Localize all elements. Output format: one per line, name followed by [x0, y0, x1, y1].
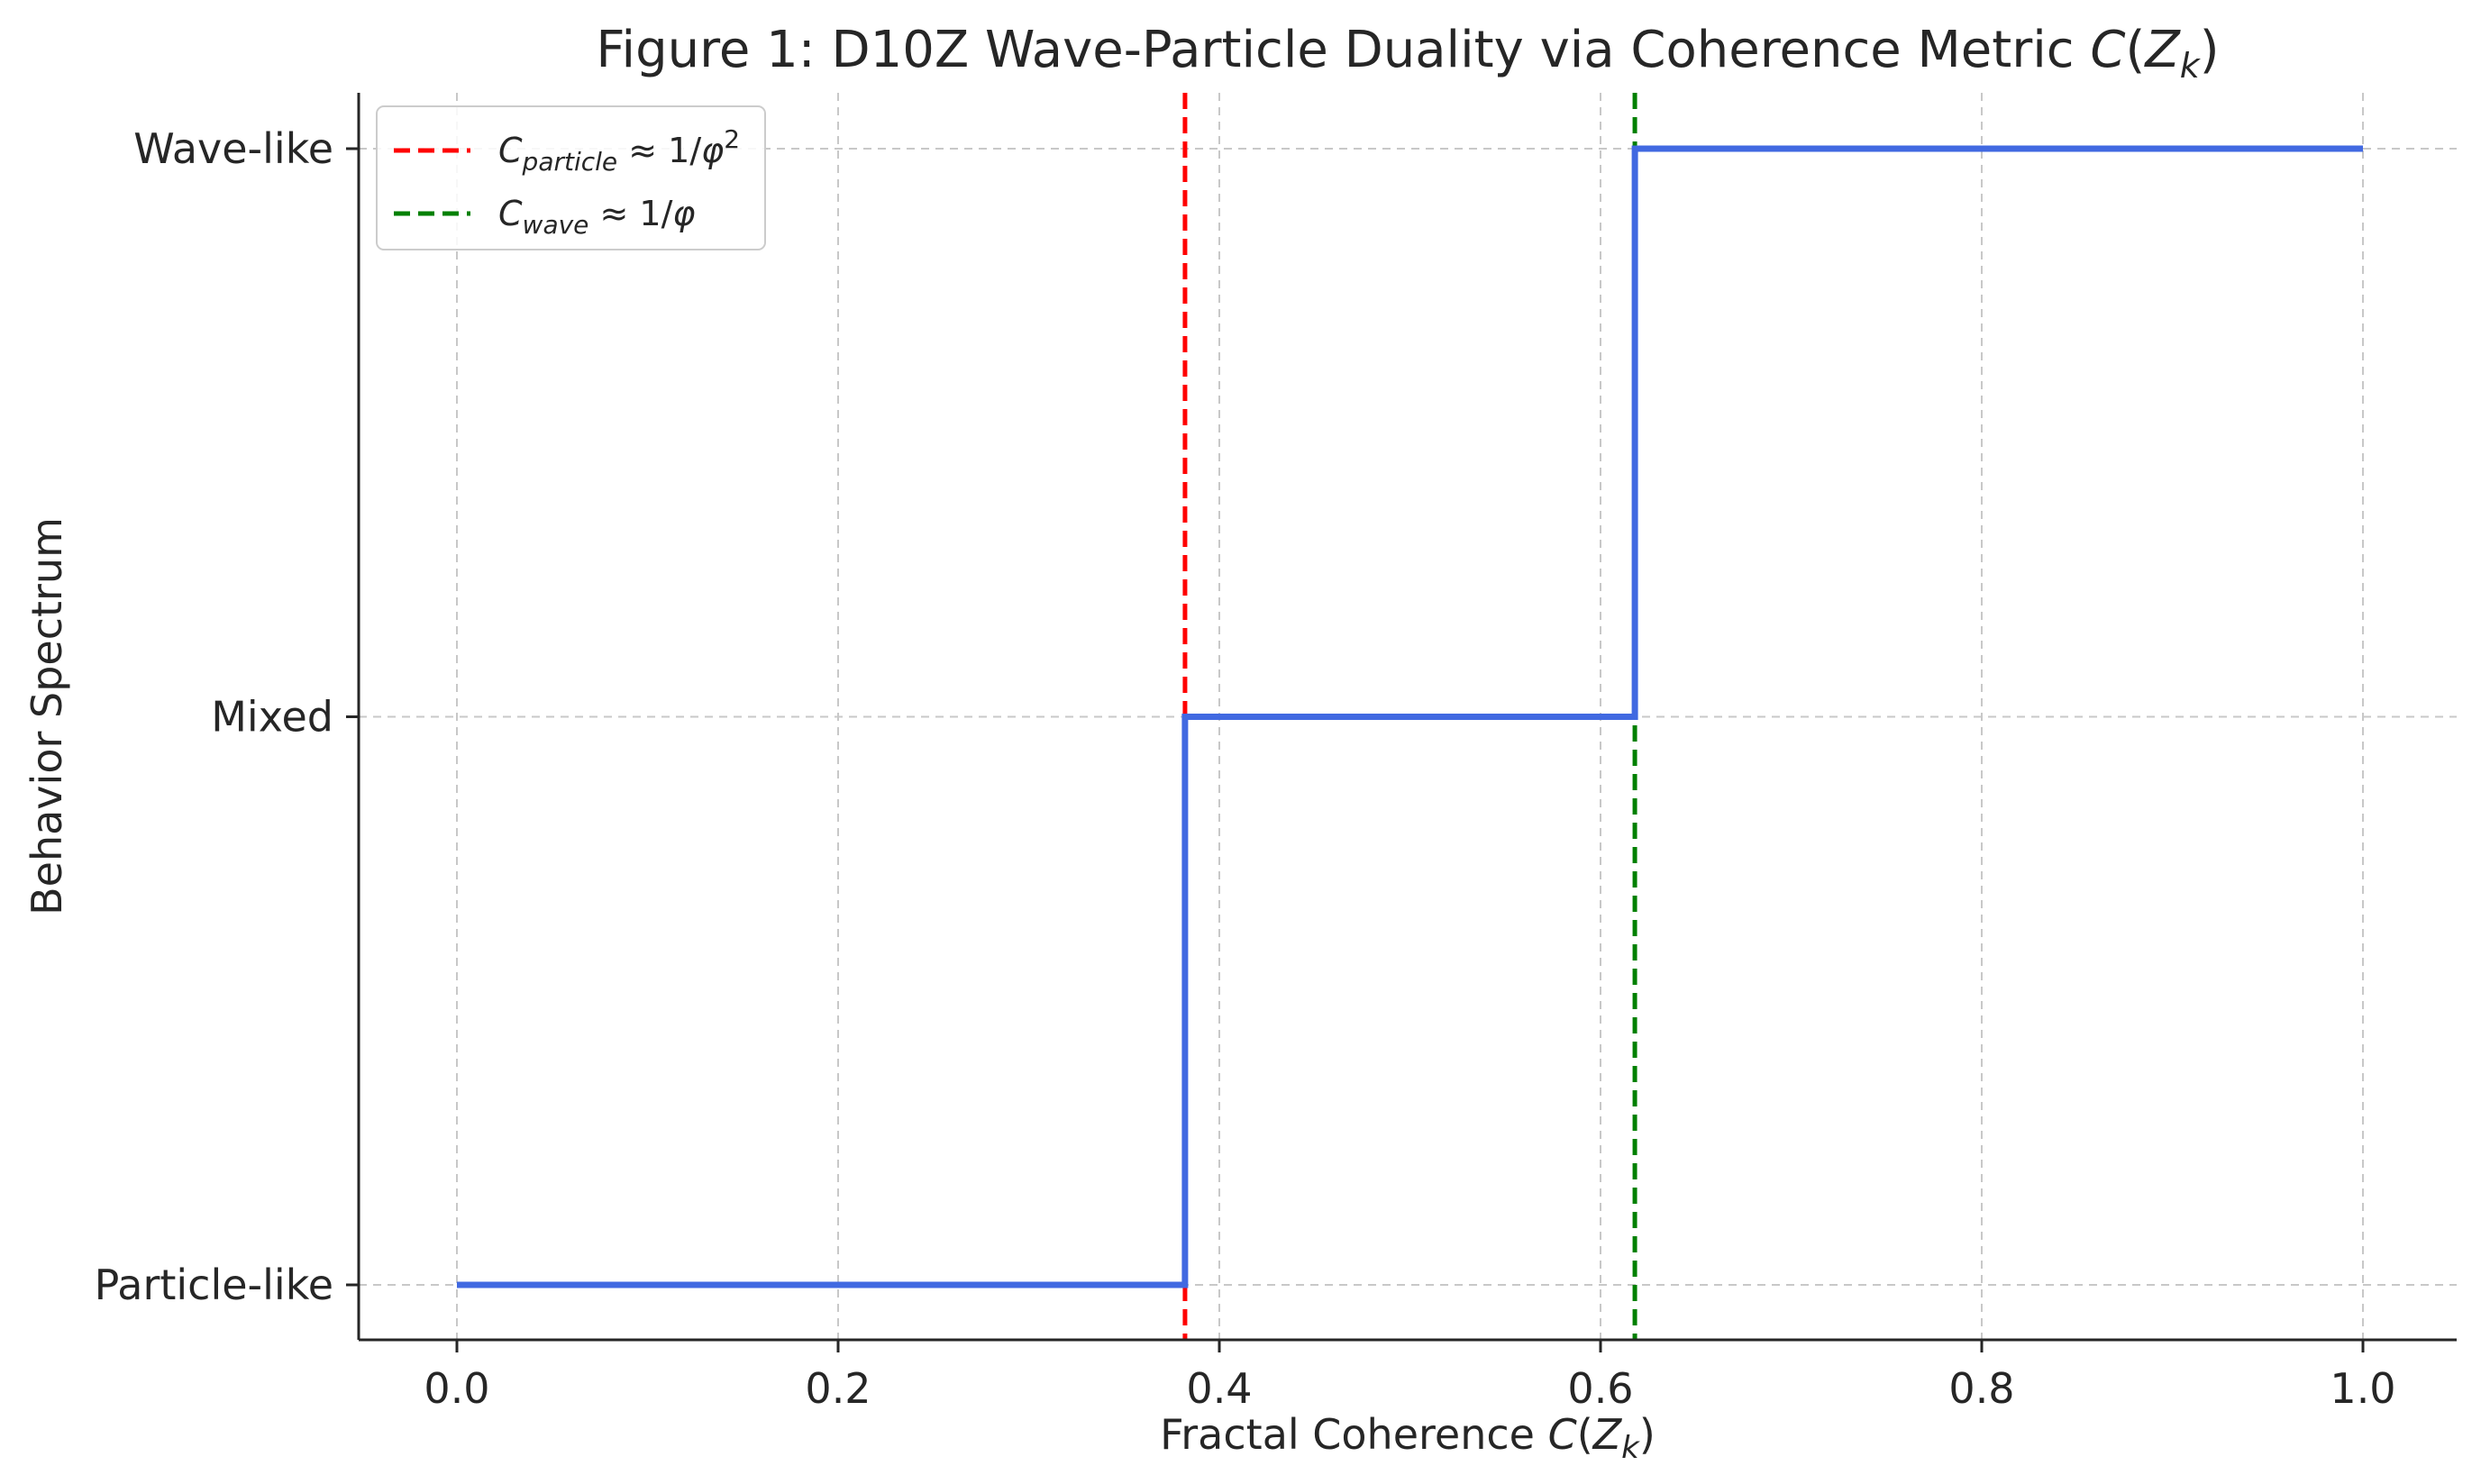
y-tick-label: Mixed	[211, 693, 333, 742]
legend-frame	[376, 105, 766, 250]
legend-label: Cparticle ≈ 1/φ2	[498, 124, 740, 177]
series-line	[457, 145, 2363, 1288]
legend: Cparticle ≈ 1/φ2 Cwave ≈ 1/φ	[376, 105, 766, 250]
chart-title: Figure 1: D10Z Wave-Particle Duality via…	[596, 21, 2219, 86]
x-tick-label: 0.4	[1186, 1364, 1252, 1413]
y-tick-label: Particle-like	[95, 1261, 333, 1309]
x-tick-label: 0.2	[805, 1364, 871, 1413]
x-axis-label: Fractal Coherence C(Zk)	[1160, 1410, 1656, 1466]
series-layer	[457, 145, 2363, 1288]
legend-label: Cwave ≈ 1/φ	[498, 194, 695, 240]
x-tick-label: 0.0	[424, 1364, 489, 1413]
legend-items: Cparticle ≈ 1/φ2 Cwave ≈ 1/φ	[394, 124, 740, 240]
x-tick-label: 0.6	[1567, 1364, 1633, 1413]
y-axis-label: Behavior Spectrum	[23, 517, 71, 915]
x-tick-label: 1.0	[2330, 1364, 2395, 1413]
x-ticks: 0.0 0.2 0.4 0.6 0.8 1.0	[424, 1340, 2396, 1413]
y-ticks: Particle-like Mixed Wave-like	[95, 124, 359, 1309]
y-tick-label: Wave-like	[133, 124, 333, 173]
x-tick-label: 0.8	[1948, 1364, 2014, 1413]
